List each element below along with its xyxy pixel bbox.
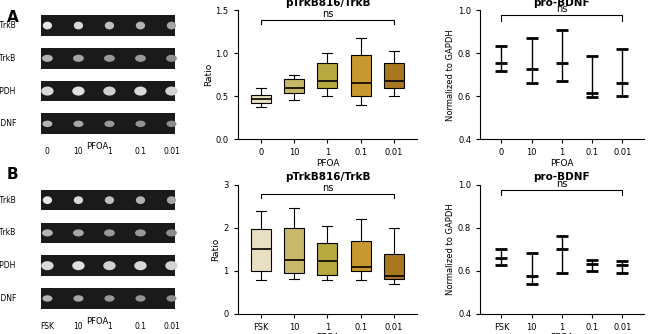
Ellipse shape	[166, 121, 177, 127]
Y-axis label: Normalized to GAPDH: Normalized to GAPDH	[446, 29, 455, 121]
Ellipse shape	[165, 87, 177, 96]
PathPatch shape	[351, 55, 370, 96]
Text: ns: ns	[322, 183, 333, 193]
PathPatch shape	[251, 228, 271, 271]
PathPatch shape	[384, 63, 404, 88]
Text: FSK: FSK	[40, 322, 55, 331]
Text: pro-BDNF: pro-BDNF	[0, 294, 16, 303]
Bar	[41, 288, 175, 309]
Text: PFOA: PFOA	[86, 142, 108, 151]
Ellipse shape	[105, 295, 114, 302]
Text: B: B	[6, 167, 18, 182]
Ellipse shape	[73, 55, 84, 62]
Ellipse shape	[74, 22, 83, 29]
Ellipse shape	[135, 229, 146, 236]
Text: phos-TrkB: phos-TrkB	[0, 21, 16, 30]
Ellipse shape	[42, 55, 53, 62]
Ellipse shape	[73, 229, 84, 236]
Ellipse shape	[104, 229, 115, 236]
Y-axis label: Normalized to GAPDH: Normalized to GAPDH	[446, 203, 455, 295]
Ellipse shape	[103, 87, 116, 96]
Ellipse shape	[166, 229, 177, 236]
PathPatch shape	[351, 241, 370, 271]
Bar	[41, 48, 175, 69]
Title: pro-BDNF: pro-BDNF	[534, 0, 590, 8]
Text: 0.01: 0.01	[163, 147, 180, 156]
Text: 0.1: 0.1	[135, 322, 146, 331]
X-axis label: PFOA: PFOA	[316, 333, 339, 334]
Text: 10: 10	[73, 322, 83, 331]
Text: GAPDH: GAPDH	[0, 261, 16, 270]
Bar	[41, 15, 175, 36]
Ellipse shape	[104, 55, 115, 62]
Ellipse shape	[135, 55, 146, 62]
PathPatch shape	[317, 63, 337, 88]
Text: 0.01: 0.01	[163, 322, 180, 331]
Ellipse shape	[136, 196, 145, 204]
Y-axis label: Ratio: Ratio	[211, 238, 220, 261]
Ellipse shape	[135, 295, 146, 302]
Ellipse shape	[42, 295, 53, 302]
Ellipse shape	[166, 295, 177, 302]
Ellipse shape	[135, 87, 147, 96]
Title: pTrkB816/TrkB: pTrkB816/TrkB	[285, 0, 370, 8]
Ellipse shape	[72, 87, 84, 96]
Ellipse shape	[73, 295, 83, 302]
Ellipse shape	[105, 196, 114, 204]
X-axis label: PFOA: PFOA	[316, 159, 339, 168]
Text: pro-BDNF: pro-BDNF	[0, 119, 16, 128]
Ellipse shape	[42, 229, 53, 236]
PathPatch shape	[284, 228, 304, 273]
Ellipse shape	[136, 22, 145, 29]
Ellipse shape	[167, 22, 176, 29]
Y-axis label: Ratio: Ratio	[203, 63, 213, 86]
Bar	[41, 81, 175, 102]
Text: ns: ns	[322, 9, 333, 19]
Text: ns: ns	[556, 4, 567, 14]
Title: pro-BDNF: pro-BDNF	[534, 172, 590, 182]
Text: GAPDH: GAPDH	[0, 87, 16, 96]
Text: 1: 1	[107, 322, 112, 331]
Ellipse shape	[41, 87, 53, 96]
Ellipse shape	[105, 121, 114, 127]
Title: pTrkB816/TrkB: pTrkB816/TrkB	[285, 172, 370, 182]
Ellipse shape	[73, 121, 83, 127]
Text: total-TrkB: total-TrkB	[0, 54, 16, 63]
PathPatch shape	[284, 79, 304, 93]
Ellipse shape	[42, 121, 53, 127]
Ellipse shape	[72, 261, 84, 270]
PathPatch shape	[317, 243, 337, 275]
Text: phos-TrkB: phos-TrkB	[0, 196, 16, 205]
Ellipse shape	[74, 196, 83, 204]
Text: 10: 10	[73, 147, 83, 156]
Ellipse shape	[43, 196, 52, 204]
PathPatch shape	[384, 254, 404, 280]
Ellipse shape	[43, 22, 52, 29]
Ellipse shape	[135, 121, 146, 127]
Ellipse shape	[167, 196, 176, 204]
Text: 0.1: 0.1	[135, 147, 146, 156]
Bar	[41, 190, 175, 210]
Ellipse shape	[41, 261, 53, 270]
Text: ns: ns	[556, 179, 567, 189]
Text: A: A	[6, 10, 18, 25]
Ellipse shape	[103, 261, 116, 270]
Ellipse shape	[166, 55, 177, 62]
Text: PFOA: PFOA	[86, 317, 108, 326]
Ellipse shape	[105, 22, 114, 29]
Bar	[41, 255, 175, 276]
Ellipse shape	[135, 261, 147, 270]
Ellipse shape	[165, 261, 177, 270]
PathPatch shape	[251, 95, 271, 103]
Text: 0: 0	[45, 147, 50, 156]
Bar	[41, 114, 175, 134]
Text: 1: 1	[107, 147, 112, 156]
X-axis label: PFOA: PFOA	[550, 333, 574, 334]
Text: total-TrkB: total-TrkB	[0, 228, 16, 237]
Bar	[41, 222, 175, 243]
X-axis label: PFOA: PFOA	[550, 159, 574, 168]
